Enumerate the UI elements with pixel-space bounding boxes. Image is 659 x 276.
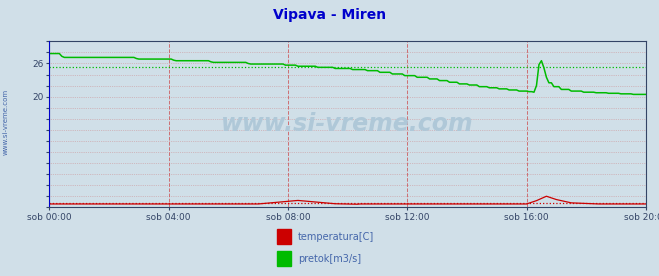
Text: Vipava - Miren: Vipava - Miren [273, 8, 386, 22]
Text: www.si-vreme.com: www.si-vreme.com [2, 88, 9, 155]
Text: temperatura[C]: temperatura[C] [298, 232, 374, 242]
Text: www.si-vreme.com: www.si-vreme.com [221, 112, 474, 136]
Text: pretok[m3/s]: pretok[m3/s] [298, 254, 361, 264]
